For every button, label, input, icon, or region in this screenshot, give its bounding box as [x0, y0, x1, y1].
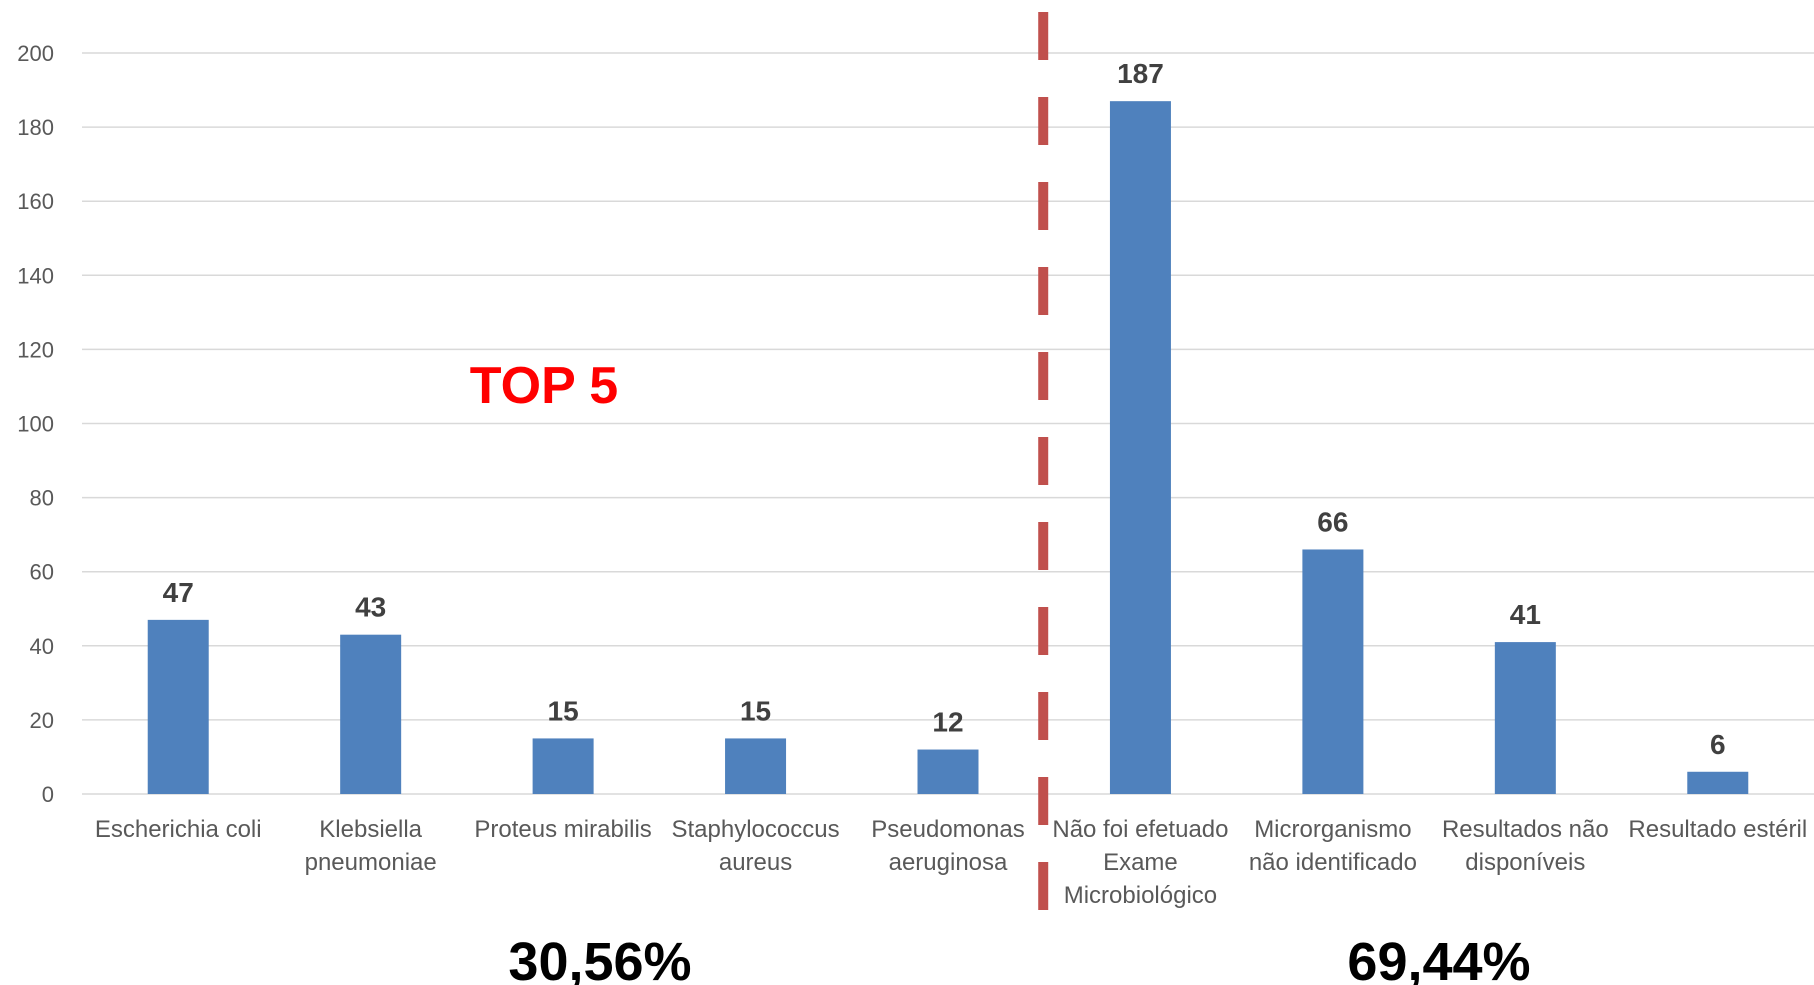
category-label-line: Microrganismo	[1254, 816, 1411, 843]
category-label-line: Exame	[1103, 849, 1178, 876]
y-tick-label: 80	[30, 486, 54, 511]
category-label-line: pneumoniae	[305, 849, 437, 876]
category-label: Staphylococcus aureus	[672, 816, 840, 876]
category-label-line: Escherichia coli	[95, 816, 262, 843]
top5-annotation: TOP 5	[470, 357, 618, 415]
data-label: 6	[1710, 729, 1726, 760]
category-labels: Escherichia coli Klebsiella pneumoniae Prot…	[95, 816, 1807, 909]
data-label: 12	[932, 707, 963, 738]
bar	[917, 749, 979, 794]
data-label: 187	[1117, 58, 1164, 89]
bar	[1494, 642, 1556, 794]
y-axis-tick-labels: 0 20 40 60 80 100 120 140 160 180 200	[17, 41, 54, 807]
data-label: 41	[1510, 599, 1541, 630]
category-label-line: Klebsiella	[319, 816, 422, 843]
category-label-line: Staphylococcus	[672, 816, 840, 843]
category-label: Microrganismo não identificado	[1249, 816, 1417, 876]
bar	[532, 738, 594, 794]
bar	[1109, 101, 1171, 795]
y-tick-label: 40	[30, 634, 54, 659]
y-tick-label: 160	[17, 189, 54, 214]
category-label-line: Proteus mirabilis	[474, 816, 651, 843]
category-label: Resultados não disponíveis	[1442, 816, 1609, 876]
category-label-line: aeruginosa	[889, 849, 1008, 876]
category-label: Pseudomonas aeruginosa	[871, 816, 1024, 876]
category-label-line: Pseudomonas	[871, 816, 1024, 843]
bar	[340, 634, 402, 794]
y-tick-label: 0	[42, 782, 54, 807]
y-tick-label: 100	[17, 412, 54, 437]
category-label-line: Resultados não	[1442, 816, 1609, 843]
category-label-line: não identificado	[1249, 849, 1417, 876]
category-label: Escherichia coli	[95, 816, 262, 843]
bar	[725, 738, 787, 794]
left-percent-annotation: 30,56%	[508, 932, 691, 985]
y-tick-label: 20	[30, 708, 54, 733]
bars	[147, 101, 1749, 795]
category-label: Klebsiella pneumoniae	[305, 816, 437, 876]
data-label: 66	[1317, 506, 1348, 537]
data-label: 43	[355, 592, 386, 623]
category-label-line: disponíveis	[1465, 849, 1585, 876]
data-label: 47	[163, 577, 194, 608]
category-label: Resultado estéril	[1628, 816, 1807, 843]
bar	[1687, 771, 1749, 794]
category-label-line: Resultado estéril	[1628, 816, 1807, 843]
category-label-line: Não foi efetuado	[1052, 816, 1228, 843]
y-tick-label: 60	[30, 560, 54, 585]
bar	[1302, 549, 1364, 794]
category-label: Proteus mirabilis	[474, 816, 651, 843]
y-tick-label: 200	[17, 41, 54, 66]
bar	[147, 619, 209, 794]
category-label-line: Microbiológico	[1064, 882, 1217, 909]
y-tick-label: 120	[17, 337, 54, 362]
category-label: Não foi efetuado Exame Microbiológico	[1052, 816, 1228, 909]
y-tick-label: 140	[17, 263, 54, 288]
right-percent-annotation: 69,44%	[1347, 932, 1530, 985]
category-label-line: aureus	[719, 849, 792, 876]
data-label: 15	[740, 695, 771, 726]
data-label: 15	[548, 695, 579, 726]
y-tick-label: 180	[17, 115, 54, 140]
data-labels: 47 43 15 15 12 187 66 41 6	[163, 58, 1726, 760]
